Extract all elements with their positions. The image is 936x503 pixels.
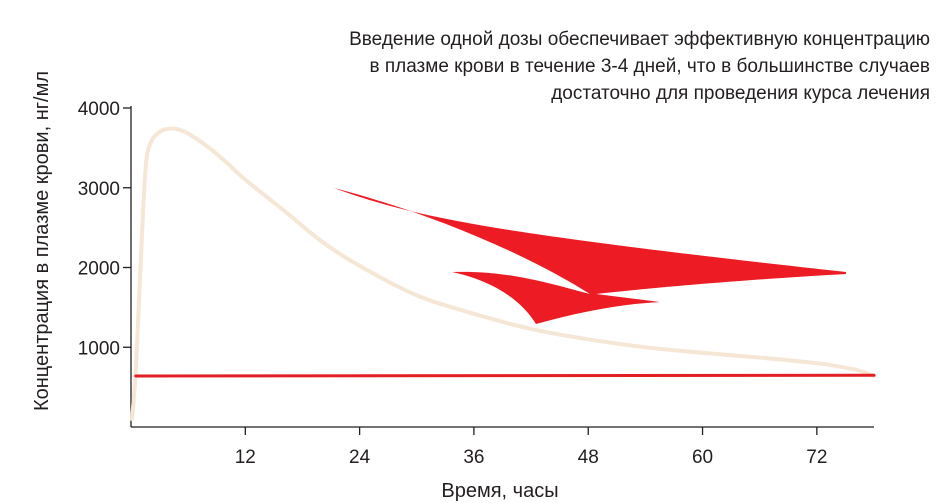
y-axis-title: Концентрация в плазме крови, нг/мл <box>31 71 53 411</box>
x-axis: 12 24 36 48 60 72 <box>131 427 874 468</box>
arrow-pointer <box>334 188 846 324</box>
x-tick-label: 60 <box>692 447 713 468</box>
effective-level-line <box>136 375 874 376</box>
annotation-line: в плазме крови в течение 3-4 дней, что в… <box>369 56 930 77</box>
annotation-line: достаточно для проведения курса лечения <box>551 83 930 104</box>
x-tick-label: 48 <box>578 447 599 468</box>
x-tick-label: 24 <box>349 447 371 468</box>
annotation-text: Введение одной дозы обеспечивает эффекти… <box>349 29 930 104</box>
x-tick-label: 72 <box>806 447 827 468</box>
x-tick-label: 12 <box>235 447 256 468</box>
y-axis: 1000 2000 3000 4000 <box>78 99 131 427</box>
annotation-line: Введение одной дозы обеспечивает эффекти… <box>349 29 930 50</box>
x-axis-title: Время, часы <box>441 480 558 502</box>
y-tick-label: 2000 <box>78 259 120 280</box>
x-tick-label: 36 <box>463 447 484 468</box>
y-tick-label: 4000 <box>78 99 120 120</box>
y-tick-label: 1000 <box>78 338 120 359</box>
y-tick-label: 3000 <box>78 179 120 200</box>
